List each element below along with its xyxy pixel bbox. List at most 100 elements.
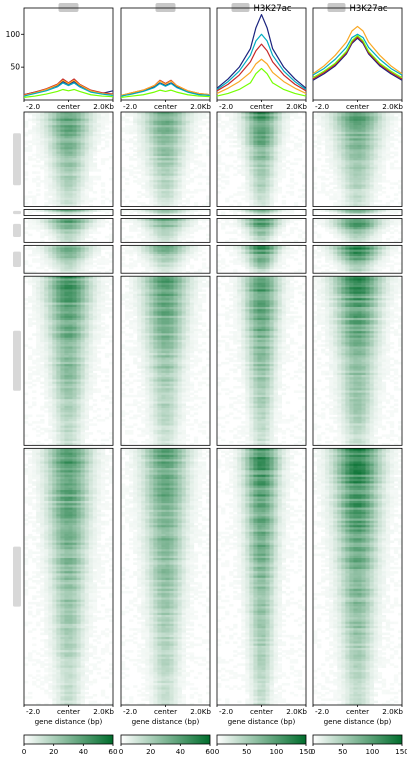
heatmap-cell [129,169,134,172]
heatmap-cell [84,410,90,413]
heatmap-cell [68,289,73,292]
heatmap-cell [32,258,37,261]
heatmap-cell [104,465,110,469]
heatmap-cell [88,342,94,345]
heatmap-cell [169,147,174,150]
heatmap-cell [72,331,77,334]
heatmap-cell [48,388,53,391]
heatmap-cell [64,582,69,585]
heatmap-cell [40,687,45,690]
heatmap-cell [92,560,98,563]
heatmap-cell [60,568,65,572]
heatmap-cell [48,177,53,181]
heatmap-cell [88,604,94,607]
heatmap-cell [28,440,33,444]
heatmap-cell [48,399,53,402]
column-title-redacted [327,3,346,12]
heatmap-cell [68,359,73,363]
heatmap-cell [68,342,73,345]
heatmap-cell [100,650,106,653]
heatmap-cell [56,235,61,239]
heatmap-cell [92,136,98,139]
heatmap-cell [92,610,98,614]
heatmap-cell [44,503,49,506]
heatmap-cell [72,366,77,369]
heatmap-cell [56,421,61,424]
heatmap-cell [173,149,178,152]
heatmap-cell [165,147,170,150]
heatmap-cell [52,434,57,437]
heatmap-cell [88,516,94,519]
heatmap-cell [177,149,182,152]
heatmap-cell [133,144,138,148]
heatmap-cell [44,496,49,500]
heatmap-cell [64,674,69,677]
heatmap-cell [56,231,61,234]
heatmap-cell [40,639,45,642]
heatmap-cell [76,233,81,237]
heatmap-cell [68,280,73,284]
heatmap-cell [88,593,94,596]
heatmap-cell [185,118,191,122]
heatmap-cell [40,654,45,658]
heatmap-cell [84,357,90,360]
heatmap-cell [76,610,81,614]
heatmap-cell [60,485,65,489]
heatmap-cell [48,540,53,543]
heatmap-cell [80,180,85,183]
heatmap-cell [80,388,85,391]
heatmap-cell [100,202,106,205]
heatmap-cell [72,421,77,424]
heatmap-cell [28,112,33,115]
heatmap-cell [44,494,49,497]
heatmap-cell [80,191,85,194]
heatmap-cell [96,328,102,332]
heatmap-cell [52,379,57,382]
heatmap-cell [36,339,41,343]
heatmap-cell [72,258,77,261]
heatmap-cell [72,249,77,253]
heatmap-cell [64,643,69,647]
heatmap-cell [137,164,142,168]
heatmap-cell [48,394,53,398]
heatmap-cell [76,245,81,248]
heatmap-cell [44,571,49,574]
heatmap-cell [48,262,53,265]
heatmap-cell [56,337,61,341]
heatmap-cell [80,683,85,686]
heatmap-cell [68,579,73,583]
heatmap-cell [157,177,162,181]
heatmap-cell [104,120,110,124]
heatmap-cell [36,175,41,179]
heatmap-cell [169,158,174,161]
heatmap-cell [52,617,57,620]
heatmap-cell [36,260,41,263]
heatmap-cell [88,507,94,511]
heatmap-cell [32,586,37,590]
heatmap-cell [125,140,130,144]
profile-series-line-4 [23,82,114,97]
heatmap-cell [32,450,37,454]
heatmap-cell [88,599,94,603]
heatmap-cell [72,656,77,660]
heatmap-cell [72,615,77,618]
heatmap-cell [80,427,85,431]
heatmap-cell [40,527,45,530]
heatmap-cell [84,280,90,284]
heatmap-cell [64,617,69,620]
heatmap-cell [68,276,73,279]
heatmap-cell [60,293,65,297]
heatmap-cell [92,379,98,382]
heatmap-cell [88,224,94,228]
heatmap-cell [84,452,90,456]
heatmap-cell [92,348,98,352]
heatmap-cell [60,227,65,230]
heatmap-cell [76,218,81,221]
heatmap-cell [40,468,45,471]
heatmap-cell [104,394,110,398]
heatmap-cell [80,375,85,378]
heatmap-cell [96,472,102,475]
heatmap-cell [104,311,110,314]
heatmap-cell [84,421,90,424]
heatmap-cell [40,127,45,130]
